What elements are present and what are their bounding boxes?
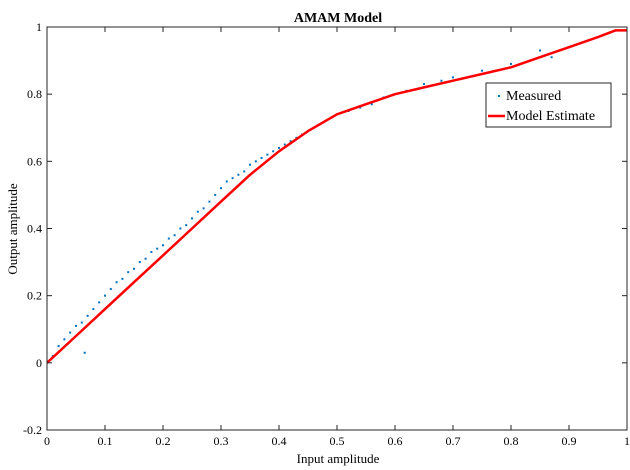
measured-point	[278, 146, 280, 149]
measured-point	[144, 257, 147, 260]
measured-point	[121, 277, 124, 280]
measured-point	[225, 180, 228, 183]
measured-point	[138, 261, 141, 264]
legend-measured-label: Measured	[506, 89, 561, 104]
measured-point	[359, 106, 362, 109]
measured-point	[481, 69, 483, 72]
x-tick-label: 0.1	[98, 434, 113, 448]
x-tick-label: 0.9	[562, 434, 577, 448]
measured-point	[550, 56, 553, 59]
measured-point	[173, 234, 176, 237]
measured-point	[440, 79, 443, 82]
legend-box	[485, 82, 612, 128]
y-tick-label: 0	[36, 356, 42, 370]
measured-point	[220, 187, 222, 190]
legend-measured-marker	[498, 95, 500, 97]
measured-point	[289, 140, 292, 143]
measured-point	[249, 163, 251, 166]
measured-point	[86, 314, 89, 317]
x-tick-label: 0.2	[156, 434, 171, 448]
x-tick-label: 0.5	[330, 434, 345, 448]
measured-point	[83, 351, 86, 354]
measured-point	[115, 281, 118, 284]
x-tick-label: 0.8	[504, 434, 519, 448]
measured-point	[69, 331, 72, 334]
x-tick-label: 0.7	[446, 434, 461, 448]
measured-point	[57, 345, 60, 348]
measured-point	[202, 207, 205, 210]
x-tick-label: 0.3	[214, 434, 229, 448]
measured-point	[185, 224, 188, 227]
measured-point	[208, 200, 211, 203]
measured-point	[214, 193, 217, 196]
legend-model-label: Model Estimate	[506, 109, 595, 124]
measured-point	[127, 271, 130, 274]
measured-point	[63, 338, 66, 341]
measured-point	[243, 170, 246, 173]
measured-point	[423, 83, 425, 86]
measured-point	[272, 150, 275, 153]
measured-point	[98, 301, 101, 304]
measured-point	[75, 324, 77, 327]
measured-point	[452, 76, 454, 79]
measured-point	[156, 247, 159, 250]
y-tick-label: -0.2	[23, 423, 42, 437]
measured-point	[150, 251, 153, 254]
measured-point	[92, 308, 95, 311]
legend: Measured Model Estimate	[485, 82, 612, 128]
y-tick-label: 1	[36, 20, 42, 34]
measured-point	[179, 227, 182, 230]
axes: 0 0.1 0.2 0.3 0.4 0.5 0.6 0.7 0.8 0.9 1-0.200.20.4…	[23, 20, 630, 448]
measured-point	[237, 173, 240, 176]
x-tick-label: 0.6	[388, 434, 403, 448]
measured-point	[370, 103, 373, 106]
measured-point	[109, 287, 112, 290]
x-axis-label: Input amplitude	[297, 451, 380, 466]
x-tick-label: 1	[624, 434, 630, 448]
measured-point	[254, 160, 257, 163]
measured-point	[167, 237, 170, 240]
measured-point	[510, 62, 512, 65]
measured-point	[266, 153, 269, 156]
measured-point	[133, 267, 135, 270]
y-tick-label: 0.8	[27, 87, 42, 101]
measured-point	[283, 143, 286, 146]
x-tick-label: 0	[44, 434, 50, 448]
measured-point	[80, 321, 83, 324]
measured-point	[260, 156, 263, 159]
model-estimate-line	[46, 29, 627, 364]
y-tick-label: 0.6	[27, 154, 42, 168]
measured-point	[231, 177, 234, 180]
y-tick-label: 0.2	[27, 289, 42, 303]
chart-marks	[46, 29, 627, 364]
measured-point	[162, 244, 164, 247]
y-axis-label: Output amplitude	[5, 183, 20, 275]
measured-point	[191, 217, 193, 220]
x-tick-label: 0.4	[272, 434, 287, 448]
measured-point	[104, 294, 106, 297]
measured-point	[196, 210, 199, 213]
measured-point	[539, 49, 541, 52]
chart-title: AMAM Model	[294, 11, 382, 26]
y-tick-label: 0.4	[27, 222, 42, 236]
